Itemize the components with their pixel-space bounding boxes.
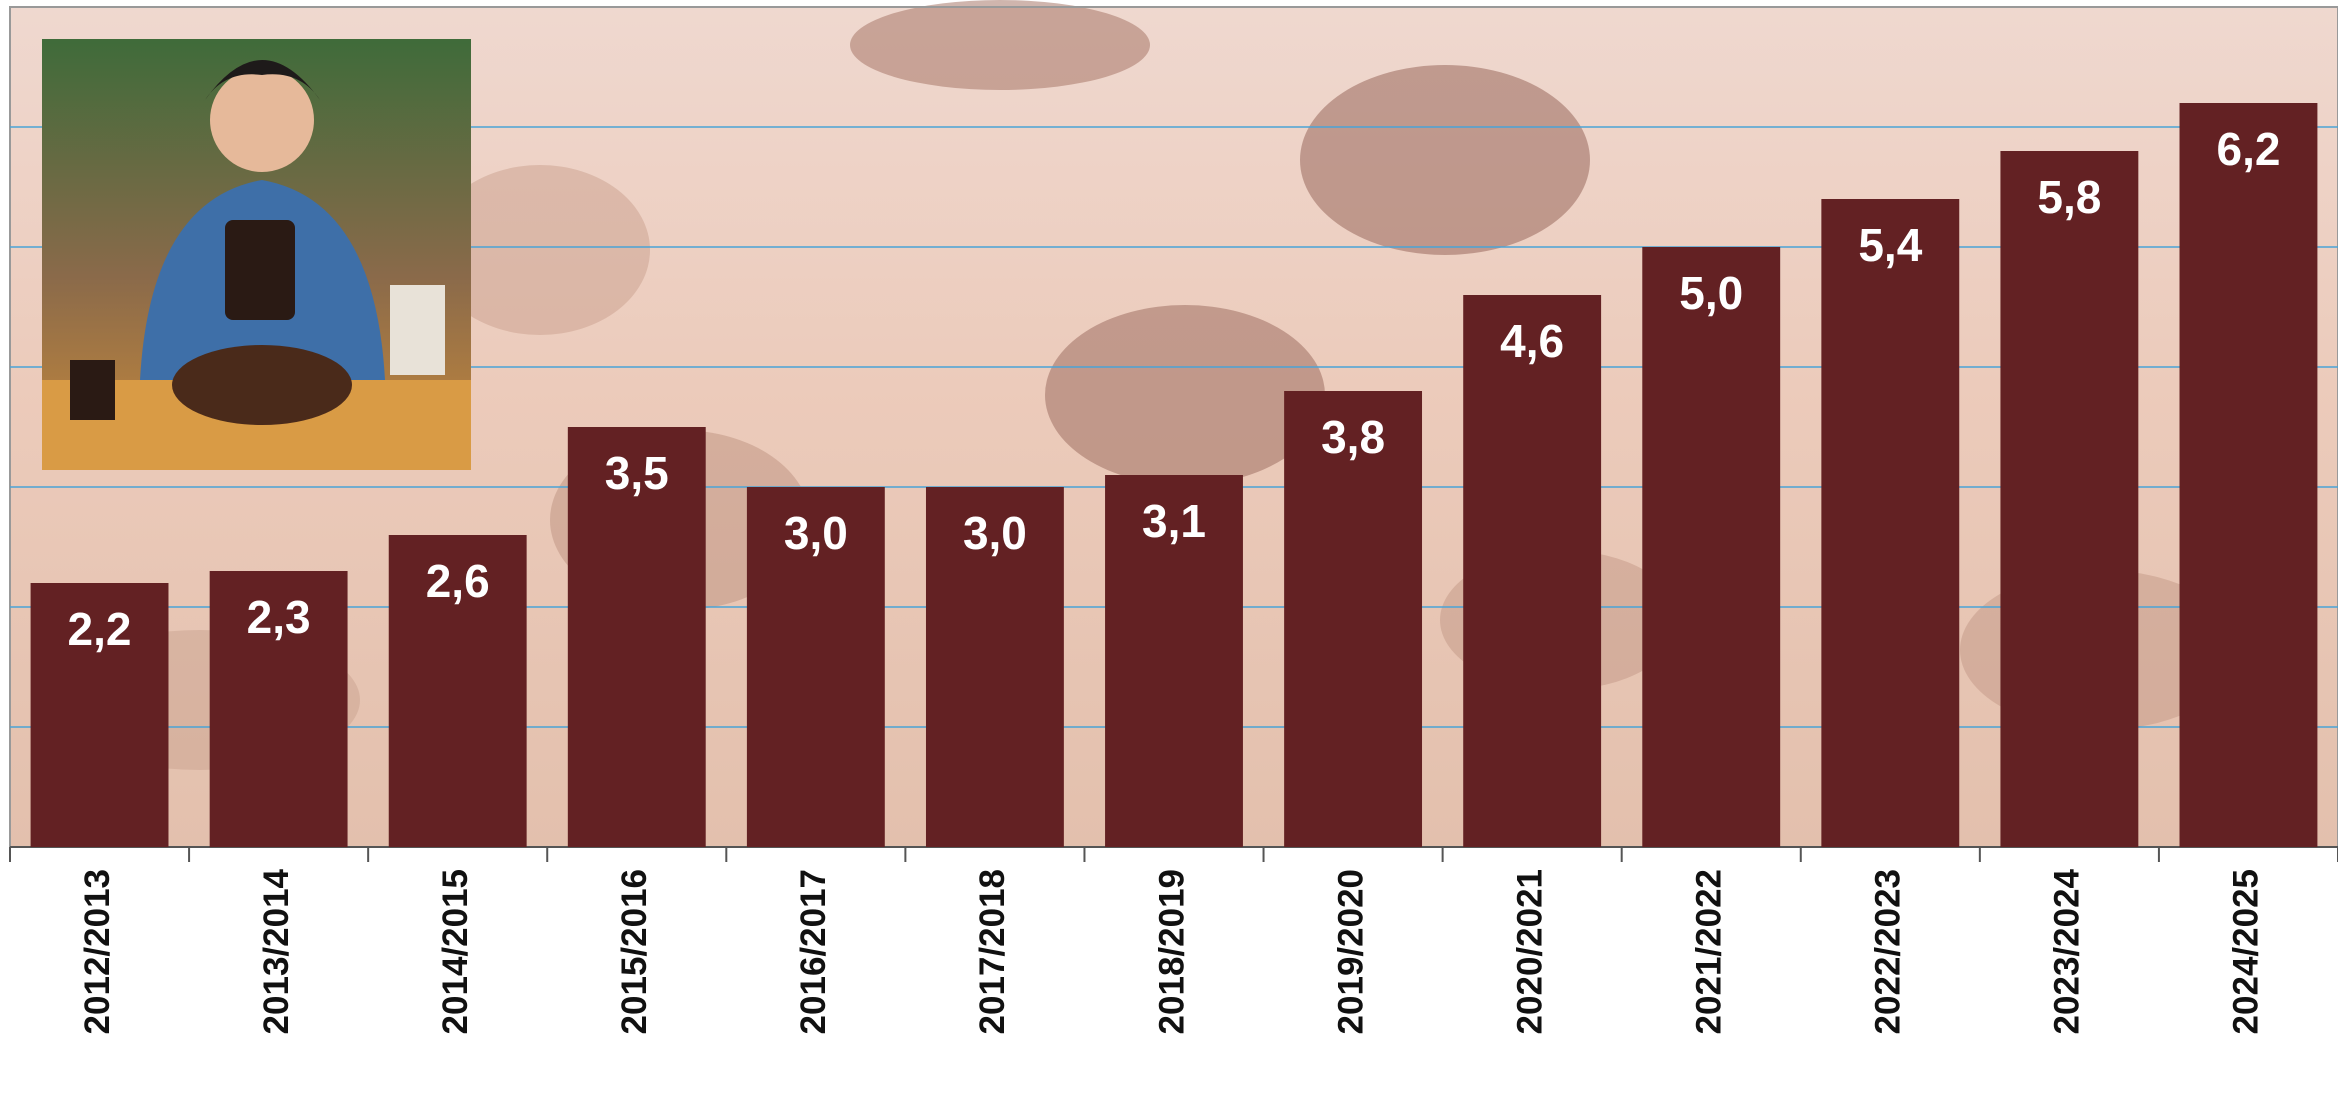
x-tick-label: 2013/2014 [257,868,296,1034]
x-tick-label: 2021/2022 [1689,869,1728,1034]
data-label: 5,4 [1858,219,1922,271]
bar [2179,103,2318,847]
data-label: 6,2 [2216,123,2280,175]
x-tick-label: 2015/2016 [615,869,654,1034]
photo [42,39,471,470]
data-label: 3,0 [963,507,1027,559]
bar [1642,247,1781,847]
data-label: 3,5 [605,447,669,499]
bar [209,571,348,847]
plot-area: 2012/2013 2,2 2013/2014 2,3 2014/2015 2,6 2015… [9,103,2338,1034]
data-label: 2,6 [426,555,490,607]
bar [2000,151,2139,847]
data-label: 4,6 [1500,315,1564,367]
bar [388,535,527,847]
bar [1284,391,1423,847]
data-label: 5,8 [2037,171,2101,223]
x-tick-label: 2017/2018 [973,869,1012,1034]
x-tick-label: 2023/2024 [2048,868,2087,1034]
x-tick-label: 2020/2021 [1510,869,1549,1034]
x-tick-label: 2022/2023 [1869,869,1908,1034]
bar [1105,475,1243,847]
bar [1463,295,1602,847]
x-tick-label: 2012/2013 [78,869,117,1034]
data-label: 3,1 [1142,495,1206,547]
x-tick-label: 2016/2017 [794,869,833,1034]
bar [746,487,885,847]
bar [1821,199,1960,847]
x-tick-label: 2018/2019 [1152,869,1191,1034]
data-label: 3,8 [1321,411,1385,463]
data-label: 5,0 [1679,267,1743,319]
bar [567,427,706,847]
data-label: 3,0 [784,507,848,559]
bar [30,583,169,847]
data-label: 2,3 [247,591,311,643]
x-tick-label: 2019/2020 [1331,869,1370,1034]
data-label: 2,2 [68,603,132,655]
x-tick-label: 2014/2015 [436,869,475,1034]
bar [925,487,1064,847]
x-tick-label: 2024/2025 [2227,869,2266,1034]
